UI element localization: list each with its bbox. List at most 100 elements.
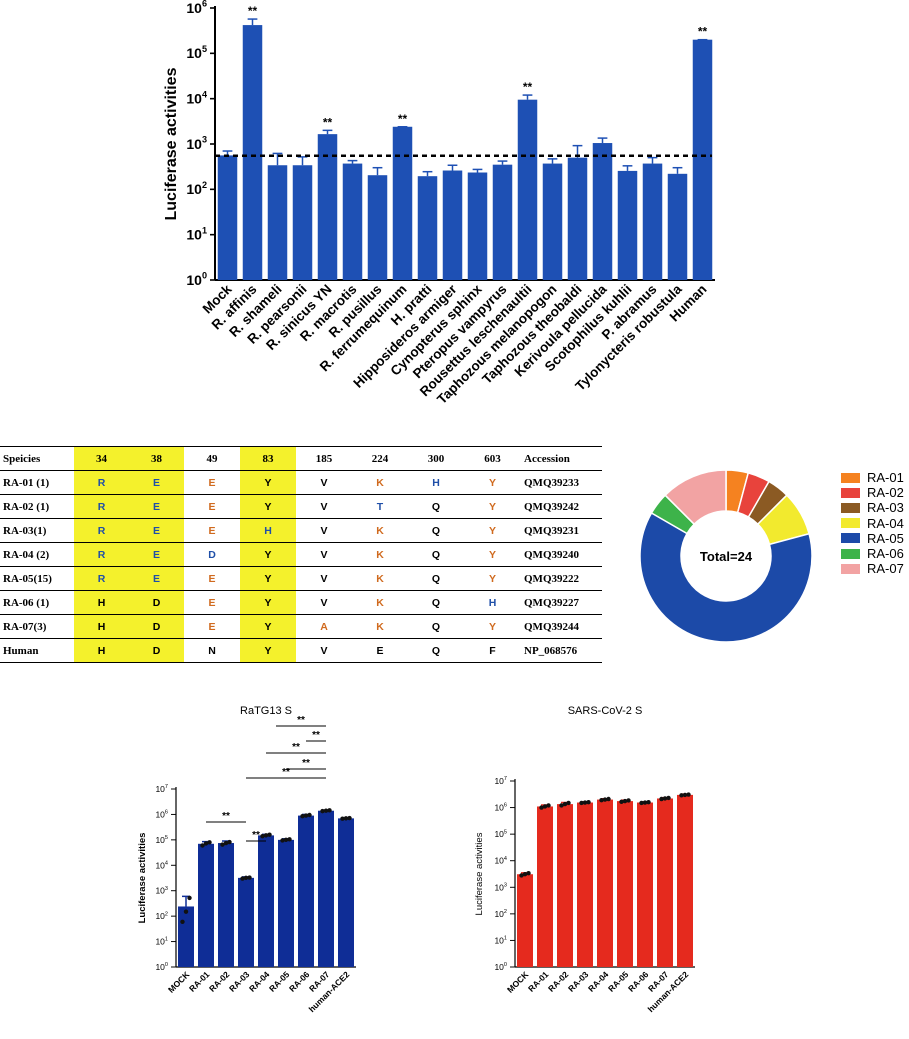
bar bbox=[677, 794, 693, 967]
residue-cell: Y bbox=[464, 470, 521, 495]
bat-species-luciferase-chart: 100 101 102 103 104 105 106 Luciferase activiti… bbox=[163, 0, 715, 407]
x-tick-label: RA-01 bbox=[187, 969, 212, 994]
accession-cell: QMQ39227 bbox=[521, 590, 602, 615]
legend-item: RA-03 bbox=[841, 500, 904, 515]
residue-cell: E bbox=[184, 470, 240, 495]
legend-label: RA-05 bbox=[867, 530, 904, 546]
bar bbox=[577, 802, 593, 967]
header-site-49: 49 bbox=[184, 446, 240, 471]
bar bbox=[617, 801, 633, 967]
data-point bbox=[243, 875, 249, 881]
table-row: RA-03(1) R E E H V K Q Y QMQ39231 bbox=[0, 518, 602, 543]
data-point bbox=[606, 796, 611, 802]
data-point bbox=[320, 808, 325, 814]
significance-label: ** bbox=[252, 830, 260, 841]
data-point bbox=[223, 840, 229, 846]
table-row: RA-07(3) H D E Y A K Q Y QMQ39244 bbox=[0, 614, 602, 639]
data-point bbox=[562, 801, 568, 807]
data-point bbox=[247, 875, 252, 880]
table-header-row: Speicies 34 38 49 83 185 224 300 603 Acc… bbox=[0, 446, 602, 471]
data-point bbox=[260, 833, 265, 839]
data-point bbox=[280, 838, 285, 843]
chart-title: RaTG13 S bbox=[240, 705, 292, 717]
table-row: RA-01 (1) R E E Y V K H Y QMQ39233 bbox=[0, 470, 602, 495]
chart-title: SARS-CoV-2 S bbox=[568, 705, 643, 717]
bar bbox=[318, 810, 334, 967]
data-point bbox=[622, 798, 628, 804]
bar bbox=[338, 818, 354, 967]
residue-cell: V bbox=[296, 590, 352, 615]
y-axis-label: Luciferase activities bbox=[163, 67, 180, 220]
legend-swatch bbox=[841, 563, 860, 574]
sars-cov-2-luciferase-chart: 100 101 102 103 104 105 106 107 Luciferase activ… bbox=[474, 705, 695, 1014]
y-tick-label: 104 bbox=[155, 860, 168, 870]
residue-cell: V bbox=[296, 638, 352, 663]
legend-swatch bbox=[841, 518, 860, 529]
y-tick-label: 105 bbox=[494, 829, 507, 839]
x-tick-label: RA-03 bbox=[227, 969, 252, 994]
bar bbox=[242, 25, 263, 281]
residue-cell: E bbox=[184, 590, 240, 615]
y-tick-label: 103 bbox=[186, 135, 207, 152]
bar bbox=[392, 126, 413, 280]
data-point bbox=[240, 876, 245, 881]
residue-cell: R bbox=[74, 470, 129, 495]
y-axis-label: Luciferase activities bbox=[474, 832, 485, 915]
header-site-34: 34 bbox=[74, 446, 129, 471]
bar bbox=[537, 806, 553, 967]
significance-label: ** bbox=[398, 112, 408, 126]
residue-cell: R bbox=[74, 542, 129, 567]
residue-cell: K bbox=[352, 590, 408, 615]
residue-cell: V bbox=[296, 542, 352, 567]
y-tick-label: 106 bbox=[186, 0, 207, 16]
legend-label: RA-04 bbox=[867, 515, 904, 531]
data-point bbox=[579, 800, 584, 806]
residue-cell: D bbox=[129, 590, 184, 615]
data-point bbox=[559, 803, 564, 808]
ra-variant-donut-chart: Total=24 bbox=[639, 469, 813, 643]
x-tick-label: RA-02 bbox=[546, 969, 571, 994]
bar bbox=[298, 815, 314, 967]
residue-cell: H bbox=[240, 518, 296, 543]
accession-cell: QMQ39222 bbox=[521, 566, 602, 591]
significance-label: ** bbox=[698, 25, 708, 39]
accession-cell: QMQ39240 bbox=[521, 542, 602, 567]
data-point bbox=[283, 837, 289, 843]
bar bbox=[542, 163, 563, 280]
data-point bbox=[287, 837, 292, 842]
residue-cell: Q bbox=[408, 638, 464, 663]
residue-cell: E bbox=[352, 638, 408, 663]
y-tick-label: 103 bbox=[155, 886, 168, 896]
data-point bbox=[646, 799, 651, 805]
x-tick-label: MOCK bbox=[166, 969, 192, 995]
residue-cell: H bbox=[464, 590, 521, 615]
residue-cell: A bbox=[296, 614, 352, 639]
data-point bbox=[679, 793, 684, 798]
residue-cell: Y bbox=[240, 638, 296, 663]
accession-cell: NP_068576 bbox=[521, 638, 602, 663]
residue-cell: E bbox=[129, 470, 184, 495]
residue-cell: E bbox=[184, 494, 240, 519]
donut-legend: RA-01 RA-02 RA-03 RA-04 RA-05 RA-06 RA-07 bbox=[841, 470, 904, 576]
y-tick-label: 105 bbox=[186, 44, 207, 61]
species-label: RA-02 (1) bbox=[0, 494, 74, 519]
bar bbox=[367, 175, 388, 280]
legend-item: RA-04 bbox=[841, 516, 904, 531]
legend-swatch bbox=[841, 533, 860, 544]
data-point bbox=[227, 839, 232, 845]
x-tick-label: RA-03 bbox=[566, 969, 591, 994]
accession-cell: QMQ39231 bbox=[521, 518, 602, 543]
x-tick-label: RA-01 bbox=[526, 969, 551, 994]
donut-slice bbox=[639, 511, 813, 643]
residue-cell: D bbox=[129, 614, 184, 639]
bar bbox=[218, 843, 234, 967]
header-site-185: 185 bbox=[296, 446, 352, 471]
bar bbox=[317, 134, 338, 280]
legend-item: RA-05 bbox=[841, 531, 904, 546]
accession-cell: QMQ39242 bbox=[521, 494, 602, 519]
y-tick-label: 100 bbox=[494, 962, 507, 972]
data-point bbox=[327, 808, 332, 813]
legend-item: RA-07 bbox=[841, 561, 904, 576]
residue-cell: Y bbox=[464, 542, 521, 567]
y-tick-label: 101 bbox=[186, 225, 207, 242]
